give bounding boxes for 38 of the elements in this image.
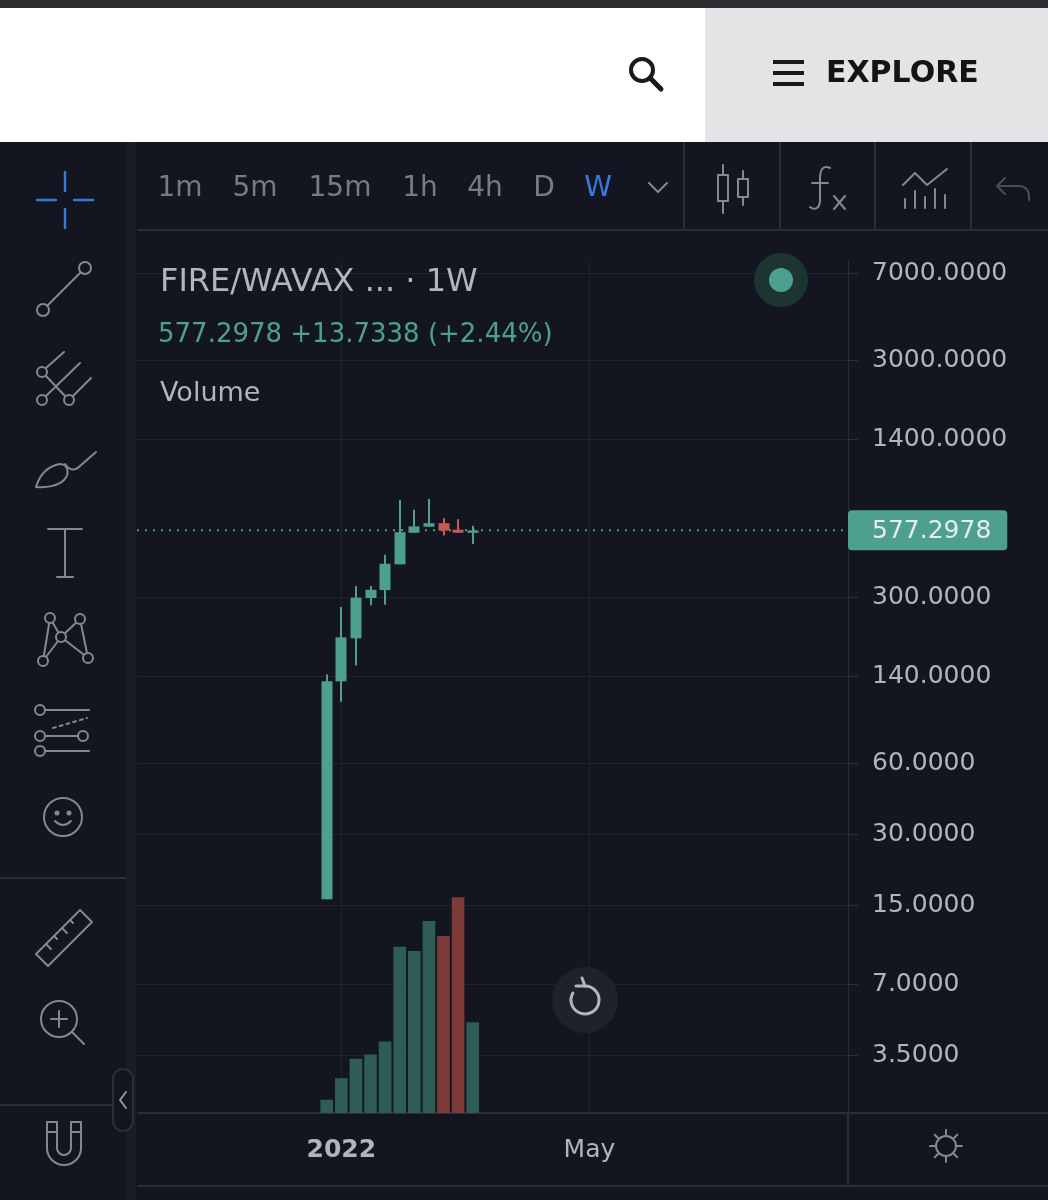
text: 1h (401, 170, 439, 204)
y-tick-label: 7.0000 (872, 967, 960, 997)
bar (393, 946, 407, 1113)
candlestick (365, 585, 377, 607)
text: 1m (156, 170, 204, 204)
bar (451, 897, 465, 1113)
text: D (532, 170, 556, 204)
bar (364, 1054, 377, 1113)
text: EXPLORE (826, 54, 979, 90)
candlestick (423, 498, 435, 528)
candlestick (408, 508, 420, 534)
y-tick-label: 1400.0000 (872, 422, 1008, 452)
ref-line-label: 577.2978 (872, 514, 992, 544)
x-tick-label: 2022 (306, 1133, 377, 1163)
bar (466, 1022, 480, 1113)
bar (378, 1041, 392, 1113)
chart-title: Volume (160, 376, 261, 408)
bar (422, 920, 436, 1113)
bar (407, 951, 421, 1113)
y-tick-label: 300.0000 (872, 581, 992, 611)
y-tick-label: 7000.0000 (872, 257, 1008, 287)
text: 15m (307, 170, 373, 204)
y-tick-label: 30.0000 (872, 817, 976, 847)
y-tick-label: 15.0000 (872, 889, 976, 919)
y-tick-label: 140.0000 (872, 659, 992, 689)
y-tick-label: 60.0000 (872, 746, 976, 776)
bar (349, 1058, 363, 1113)
text: 5m (231, 170, 279, 204)
y-tick-label: 3.5000 (872, 1038, 960, 1068)
bar (335, 1078, 348, 1113)
bar (437, 935, 450, 1113)
chart-title: FIRE/WAVAX ... · 1W (160, 261, 478, 299)
text: 4h (466, 170, 504, 204)
text: 577.2978 +13.7338 (+2.44%) (158, 318, 553, 349)
y-tick-label: 3000.0000 (872, 344, 1008, 374)
text: W (583, 170, 613, 204)
bar (320, 1099, 334, 1113)
x-tick-label: May (563, 1133, 616, 1163)
